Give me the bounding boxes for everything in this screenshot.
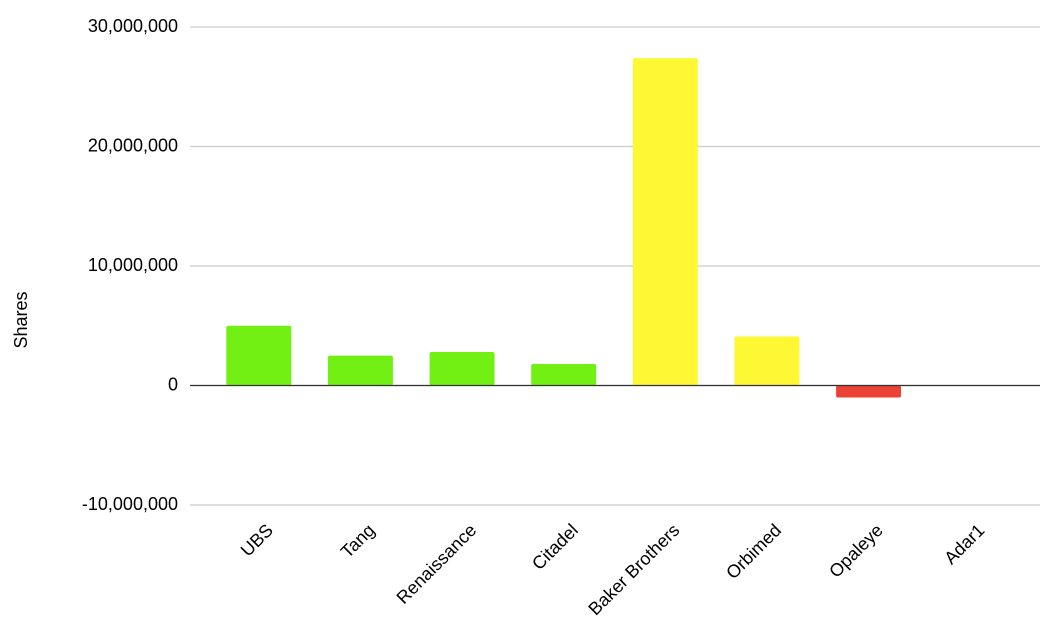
x-tick-label: Baker Brothers: [584, 520, 683, 619]
x-tick-label: Adar1: [940, 520, 988, 568]
x-tick-label: UBS: [237, 520, 277, 560]
x-tick-label: Orbimed: [722, 520, 785, 583]
bar: [429, 352, 495, 386]
y-tick-label: -10,000,000: [82, 494, 178, 514]
bar: [734, 336, 800, 386]
y-tick-label: 0: [168, 374, 178, 394]
x-tick-label: Citadel: [528, 520, 582, 574]
bar: [531, 363, 597, 386]
y-axis-label: Shares: [11, 291, 31, 348]
bar: [327, 355, 393, 386]
x-tick-label: Renaissance: [393, 520, 481, 608]
x-tick-label: Tang: [337, 520, 379, 562]
x-tick-label: Opaleye: [825, 520, 887, 582]
y-tick-label: 20,000,000: [88, 135, 178, 155]
y-tick-label: 10,000,000: [88, 255, 178, 275]
bar: [226, 325, 292, 386]
bar: [632, 58, 698, 386]
y-tick-label: 30,000,000: [88, 16, 178, 36]
bar: [836, 385, 902, 398]
